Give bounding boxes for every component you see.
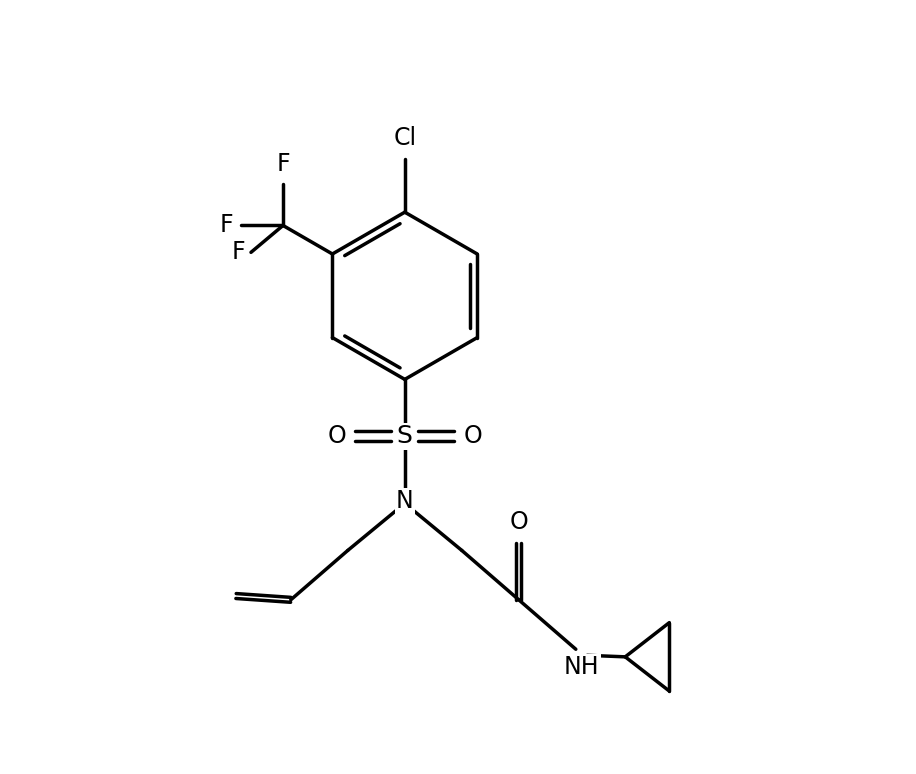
Text: F: F — [277, 152, 289, 176]
Text: O: O — [509, 510, 529, 534]
Text: O: O — [328, 424, 346, 448]
Text: Cl: Cl — [393, 126, 417, 150]
Text: NH: NH — [564, 656, 600, 680]
Text: N: N — [396, 489, 414, 513]
Text: S: S — [397, 424, 413, 448]
Text: F: F — [220, 214, 234, 238]
Text: F: F — [231, 241, 245, 265]
Text: O: O — [463, 424, 482, 448]
